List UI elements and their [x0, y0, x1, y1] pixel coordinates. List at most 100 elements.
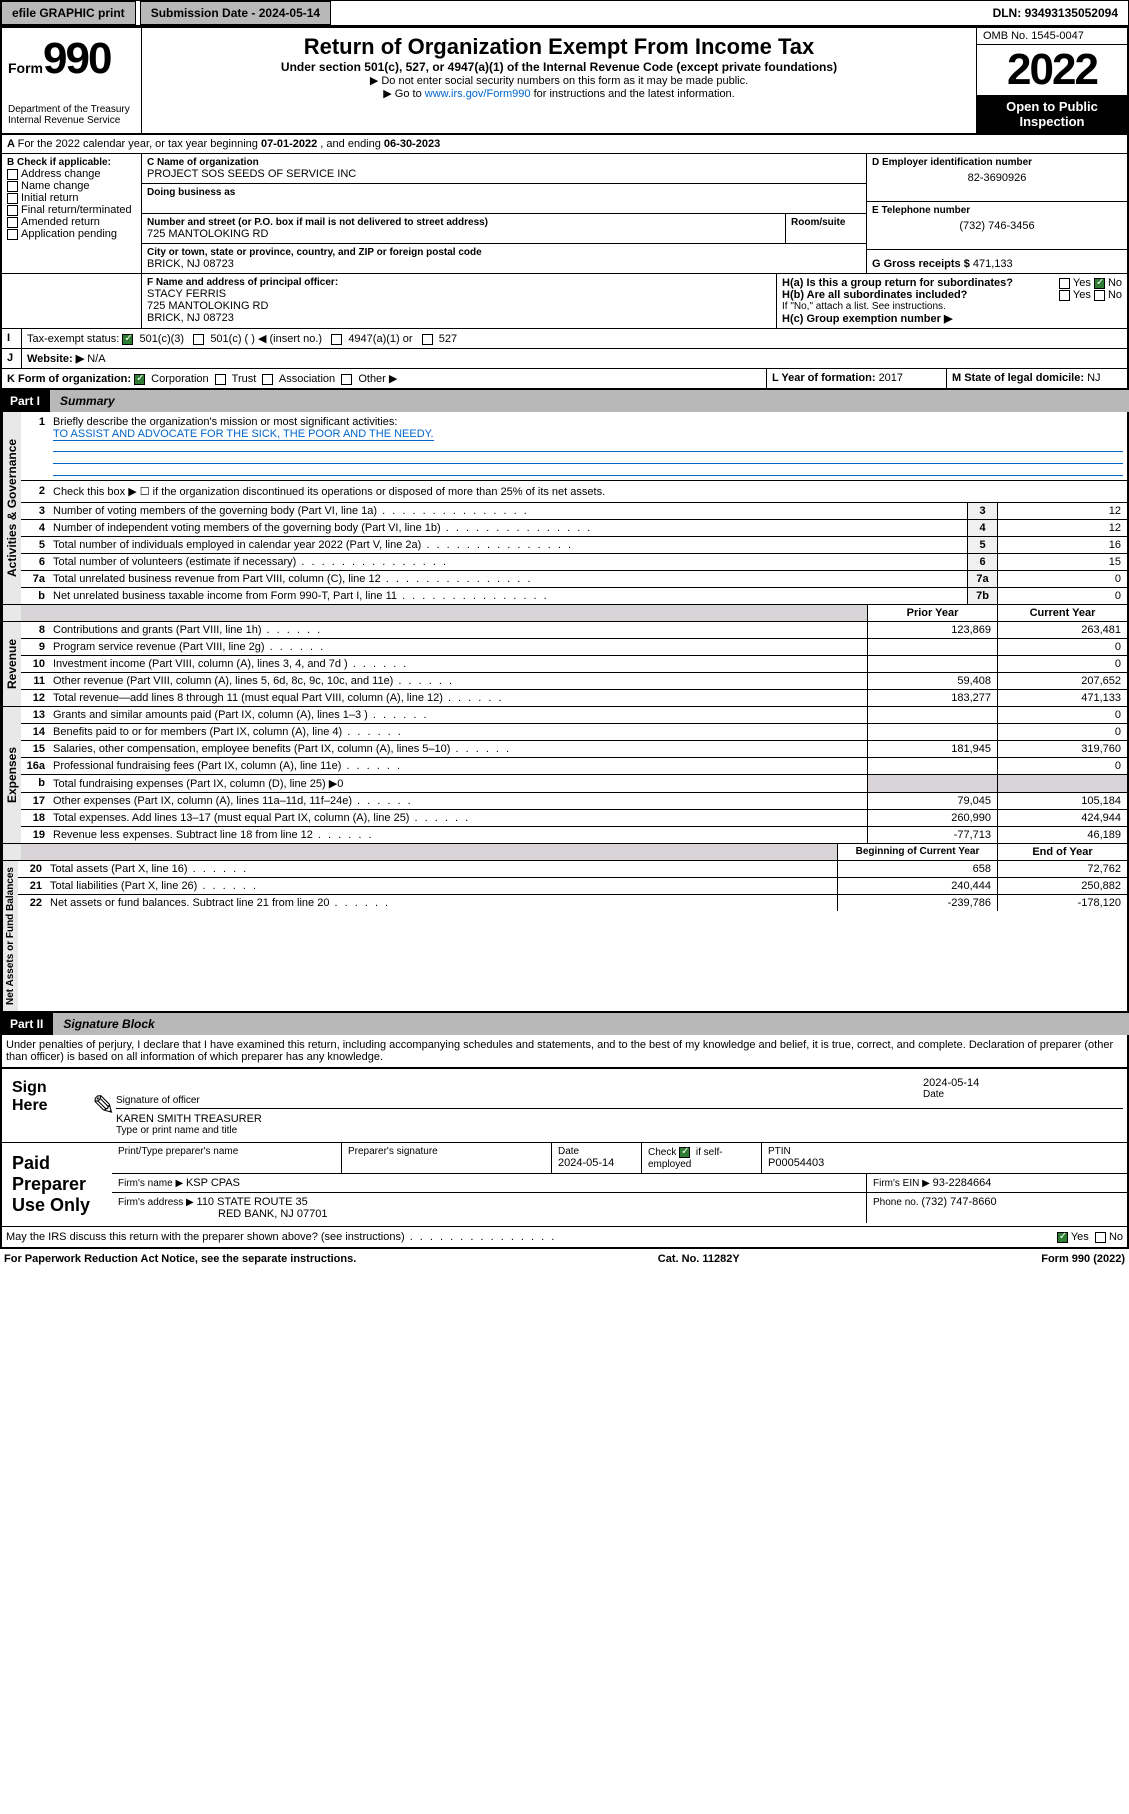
d-label: D Employer identification number [872, 157, 1122, 168]
form-header: Form990 Department of the Treasury Inter… [0, 26, 1129, 135]
cb-527[interactable] [422, 334, 433, 345]
cb-final-return[interactable]: Final return/terminated [7, 204, 136, 216]
cb-ha-yes[interactable] [1059, 278, 1070, 289]
org-address: 725 MANTOLOKING RD [147, 228, 780, 240]
cb-hb-yes[interactable] [1059, 290, 1070, 301]
side-expenses: Expenses [2, 707, 21, 843]
current-year-label: Current Year [997, 605, 1127, 621]
cb-address-change[interactable]: Address change [7, 168, 136, 180]
cb-discuss-no[interactable] [1095, 1232, 1106, 1243]
mission-text: TO ASSIST AND ADVOCATE FOR THE SICK, THE… [53, 428, 434, 441]
cb-initial-return[interactable]: Initial return [7, 192, 136, 204]
cb-4947[interactable] [331, 334, 342, 345]
footer: For Paperwork Reduction Act Notice, see … [0, 1249, 1129, 1269]
summary-row: 5Total number of individuals employed in… [21, 536, 1127, 553]
ein: 82-3690926 [872, 168, 1122, 184]
org-city: BRICK, NJ 08723 [147, 258, 861, 270]
dept-label: Department of the Treasury [8, 104, 135, 115]
hint-ssn: ▶ Do not enter social security numbers o… [148, 74, 970, 87]
form-title: Return of Organization Exempt From Incom… [148, 34, 970, 60]
year-formation: 2017 [879, 372, 903, 384]
g-label: G Gross receipts $ [872, 258, 973, 270]
summary-row: 7aTotal unrelated business revenue from … [21, 570, 1127, 587]
signature-block: Under penalties of perjury, I declare th… [0, 1035, 1129, 1249]
summary-row: 8Contributions and grants (Part VIII, li… [21, 622, 1127, 638]
cb-trust[interactable] [215, 374, 226, 385]
line-klm: K Form of organization: Corporation Trus… [0, 369, 1129, 390]
firm-phone: (732) 747-8660 [921, 1196, 996, 1208]
phone: (732) 746-3456 [872, 216, 1122, 232]
b-label: B Check if applicable: [7, 157, 136, 168]
beginning-year-label: Beginning of Current Year [837, 844, 997, 860]
dln: DLN: 93493135052094 [983, 2, 1128, 24]
cb-application-pending[interactable]: Application pending [7, 228, 136, 240]
hb-note: If "No," attach a list. See instructions… [782, 301, 1122, 312]
hc-question: H(c) Group exemption number ▶ [782, 312, 1122, 325]
summary-row: 15Salaries, other compensation, employee… [21, 740, 1127, 757]
summary-row: 9Program service revenue (Part VIII, lin… [21, 638, 1127, 655]
penalties-text: Under penalties of perjury, I declare th… [2, 1035, 1127, 1069]
summary-row: 14Benefits paid to or for members (Part … [21, 723, 1127, 740]
firm-addr2: RED BANK, NJ 07701 [218, 1208, 327, 1220]
firm-name: KSP CPAS [186, 1177, 240, 1189]
summary-row: bTotal fundraising expenses (Part IX, co… [21, 774, 1127, 792]
cb-discuss-yes[interactable] [1057, 1232, 1068, 1243]
open-to-public: Open to Public Inspection [977, 95, 1127, 133]
cb-other[interactable] [341, 374, 352, 385]
cb-501c3[interactable] [122, 334, 133, 345]
cat-no: Cat. No. 11282Y [356, 1253, 1041, 1265]
prep-date: 2024-05-14 [558, 1157, 635, 1169]
summary-row: 19Revenue less expenses. Subtract line 1… [21, 826, 1127, 843]
officer-name-title: KAREN SMITH TREASURER [116, 1113, 1123, 1125]
name-title-label: Type or print name and title [116, 1125, 1123, 1136]
summary-row: 21Total liabilities (Part X, line 26)240… [18, 877, 1127, 894]
summary-row: 12Total revenue—add lines 8 through 11 (… [21, 689, 1127, 706]
side-revenue: Revenue [2, 622, 21, 706]
form-ref: Form 990 (2022) [1041, 1253, 1125, 1265]
ha-question: H(a) Is this a group return for subordin… [782, 277, 1122, 289]
website: N/A [87, 353, 105, 365]
cb-corporation[interactable] [134, 374, 145, 385]
summary-row: 10Investment income (Part VIII, column (… [21, 655, 1127, 672]
end-year-label: End of Year [997, 844, 1127, 860]
c-name-label: C Name of organization [147, 157, 861, 168]
cb-self-employed[interactable] [679, 1147, 690, 1158]
ptin: P00054403 [768, 1157, 1121, 1169]
cb-501c[interactable] [193, 334, 204, 345]
cb-association[interactable] [262, 374, 273, 385]
firm-ein: 93-2284664 [933, 1177, 992, 1189]
officer-addr2: BRICK, NJ 08723 [147, 312, 771, 324]
side-net-assets: Net Assets or Fund Balances [2, 861, 18, 1011]
sig-officer-label: Signature of officer [116, 1095, 923, 1106]
gross-receipts: 471,133 [973, 258, 1013, 270]
submission-date: Submission Date - 2024-05-14 [140, 1, 331, 25]
discuss-row: May the IRS discuss this return with the… [2, 1227, 1127, 1247]
part1-header: Part I Summary [0, 390, 1129, 412]
side-governance: Activities & Governance [2, 412, 21, 604]
topbar: efile GRAPHIC print Submission Date - 20… [0, 0, 1129, 26]
summary-row: 18Total expenses. Add lines 13–17 (must … [21, 809, 1127, 826]
section-fh: F Name and address of principal officer:… [0, 274, 1129, 329]
irs-label: Internal Revenue Service [8, 115, 135, 126]
tax-year: 2022 [977, 45, 1127, 95]
form-subtitle: Under section 501(c), 527, or 4947(a)(1)… [148, 60, 970, 74]
omb-number: OMB No. 1545-0047 [977, 28, 1127, 45]
cb-hb-no[interactable] [1094, 290, 1105, 301]
form-number: Form990 [8, 34, 135, 84]
room-label: Room/suite [791, 217, 861, 228]
summary-row: bNet unrelated business taxable income f… [21, 587, 1127, 604]
cb-name-change[interactable]: Name change [7, 180, 136, 192]
summary-row: 20Total assets (Part X, line 16)65872,76… [18, 861, 1127, 877]
efile-print-button[interactable]: efile GRAPHIC print [1, 1, 136, 25]
summary-net: Net Assets or Fund Balances 20Total asse… [0, 861, 1129, 1013]
irs-link[interactable]: www.irs.gov/Form990 [425, 88, 531, 100]
summary-expenses: Expenses 13Grants and similar amounts pa… [0, 707, 1129, 844]
summary-row: 22Net assets or fund balances. Subtract … [18, 894, 1127, 911]
state-domicile: NJ [1087, 372, 1100, 384]
f-label: F Name and address of principal officer: [147, 277, 771, 288]
cb-amended-return[interactable]: Amended return [7, 216, 136, 228]
summary-row: 6Total number of volunteers (estimate if… [21, 553, 1127, 570]
summary-row: 16aProfessional fundraising fees (Part I… [21, 757, 1127, 774]
e-label: E Telephone number [872, 205, 1122, 216]
cb-ha-no[interactable] [1094, 278, 1105, 289]
